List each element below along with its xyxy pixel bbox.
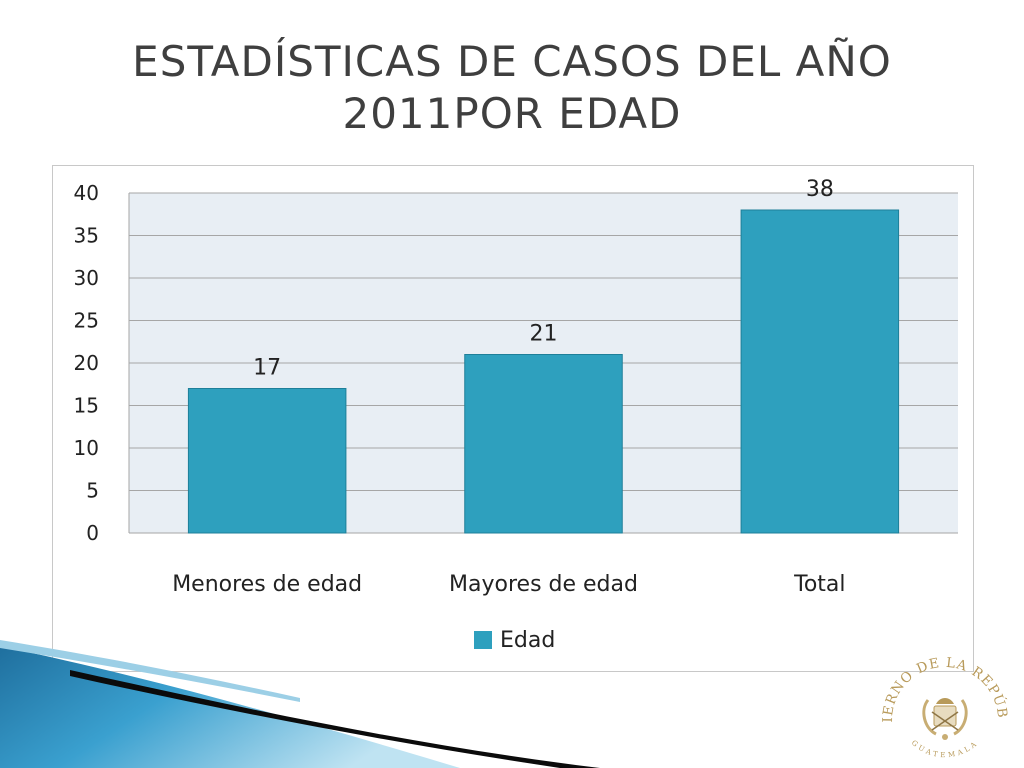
bar <box>187 388 347 534</box>
data-label: 38 <box>806 177 834 202</box>
data-label: 21 <box>530 322 558 347</box>
swoosh-light-stripe <box>0 640 300 702</box>
slide-title: ESTADÍSTICAS DE CASOS DEL AÑO 2011POR ED… <box>0 36 1024 140</box>
chart-frame: 0 5 10 15 20 25 30 35 40 17 21 38 Menores de edad M… <box>52 165 974 672</box>
x-tick-label: Mayores de edad <box>449 572 638 597</box>
slide-title-line-1: ESTADÍSTICAS DE CASOS DEL AÑO <box>132 37 892 86</box>
bar <box>740 209 900 534</box>
legend-label: Edad <box>500 628 555 653</box>
x-axis-tick-labels: Menores de edad Mayores de edad Total <box>172 572 845 597</box>
data-labels: 17 21 38 <box>253 177 834 381</box>
seal-emblem <box>922 698 968 740</box>
y-tick-label: 5 <box>86 479 99 503</box>
y-tick-label: 10 <box>74 436 99 460</box>
bars <box>187 209 900 534</box>
slide-title-line-2: 2011POR EDAD <box>342 89 682 138</box>
y-tick-label: 0 <box>86 521 99 545</box>
y-tick-label: 35 <box>74 224 99 248</box>
seal-subtext: GUATEMALA <box>910 739 980 760</box>
bar <box>464 354 623 534</box>
y-tick-label: 40 <box>74 181 99 205</box>
y-tick-label: 15 <box>74 394 99 418</box>
x-tick-label: Menores de edad <box>172 572 362 597</box>
corner-swoosh-decoration <box>0 640 600 768</box>
y-tick-label: 20 <box>74 351 99 375</box>
legend: Edad <box>474 628 555 653</box>
x-tick-label: Total <box>793 572 845 597</box>
y-axis-tick-labels: 0 5 10 15 20 25 30 35 40 <box>74 181 99 545</box>
legend-swatch <box>474 631 492 649</box>
government-seal-icon: GOBIERNO DE LA REPÚBLICA GUATEMALA <box>870 638 1009 760</box>
data-label: 17 <box>253 356 281 381</box>
y-tick-label: 25 <box>74 309 99 333</box>
y-tick-label: 30 <box>74 266 99 290</box>
